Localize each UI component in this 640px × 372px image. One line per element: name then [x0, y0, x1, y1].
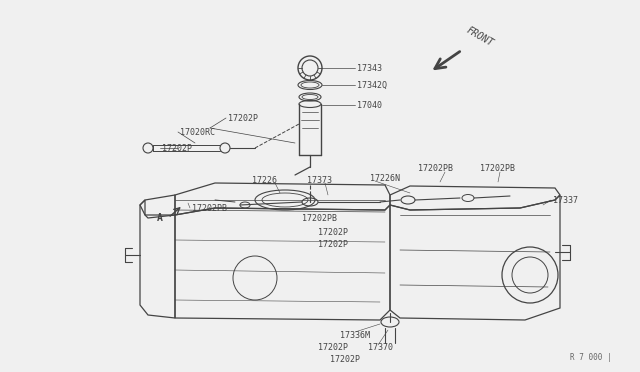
Text: 17336M: 17336M: [340, 330, 370, 340]
Text: 17202P: 17202P: [318, 228, 348, 237]
Text: 17202PB: 17202PB: [302, 214, 337, 222]
Text: 17226: 17226: [253, 176, 278, 185]
Text: 17342Q: 17342Q: [357, 80, 387, 90]
Text: 17202PB: 17202PB: [418, 164, 453, 173]
Text: R 7 000 |: R 7 000 |: [570, 353, 612, 362]
Text: 17202P: 17202P: [318, 240, 348, 248]
Text: 17226N: 17226N: [370, 173, 400, 183]
Text: 17202PB: 17202PB: [192, 203, 227, 212]
Text: 17202P: 17202P: [318, 343, 348, 353]
Text: 17373: 17373: [307, 176, 333, 185]
Text: 17040: 17040: [357, 100, 382, 109]
Text: FRONT: FRONT: [465, 25, 495, 48]
Text: 17202P: 17202P: [228, 113, 258, 122]
Text: A: A: [157, 213, 163, 223]
Text: 17370: 17370: [368, 343, 393, 353]
Text: 17337: 17337: [553, 196, 578, 205]
Text: 17202P: 17202P: [162, 144, 192, 153]
Text: 17343: 17343: [357, 64, 382, 73]
Text: 17020RC: 17020RC: [180, 128, 215, 137]
Text: 17202PB: 17202PB: [480, 164, 515, 173]
Text: 17202P: 17202P: [330, 356, 360, 365]
